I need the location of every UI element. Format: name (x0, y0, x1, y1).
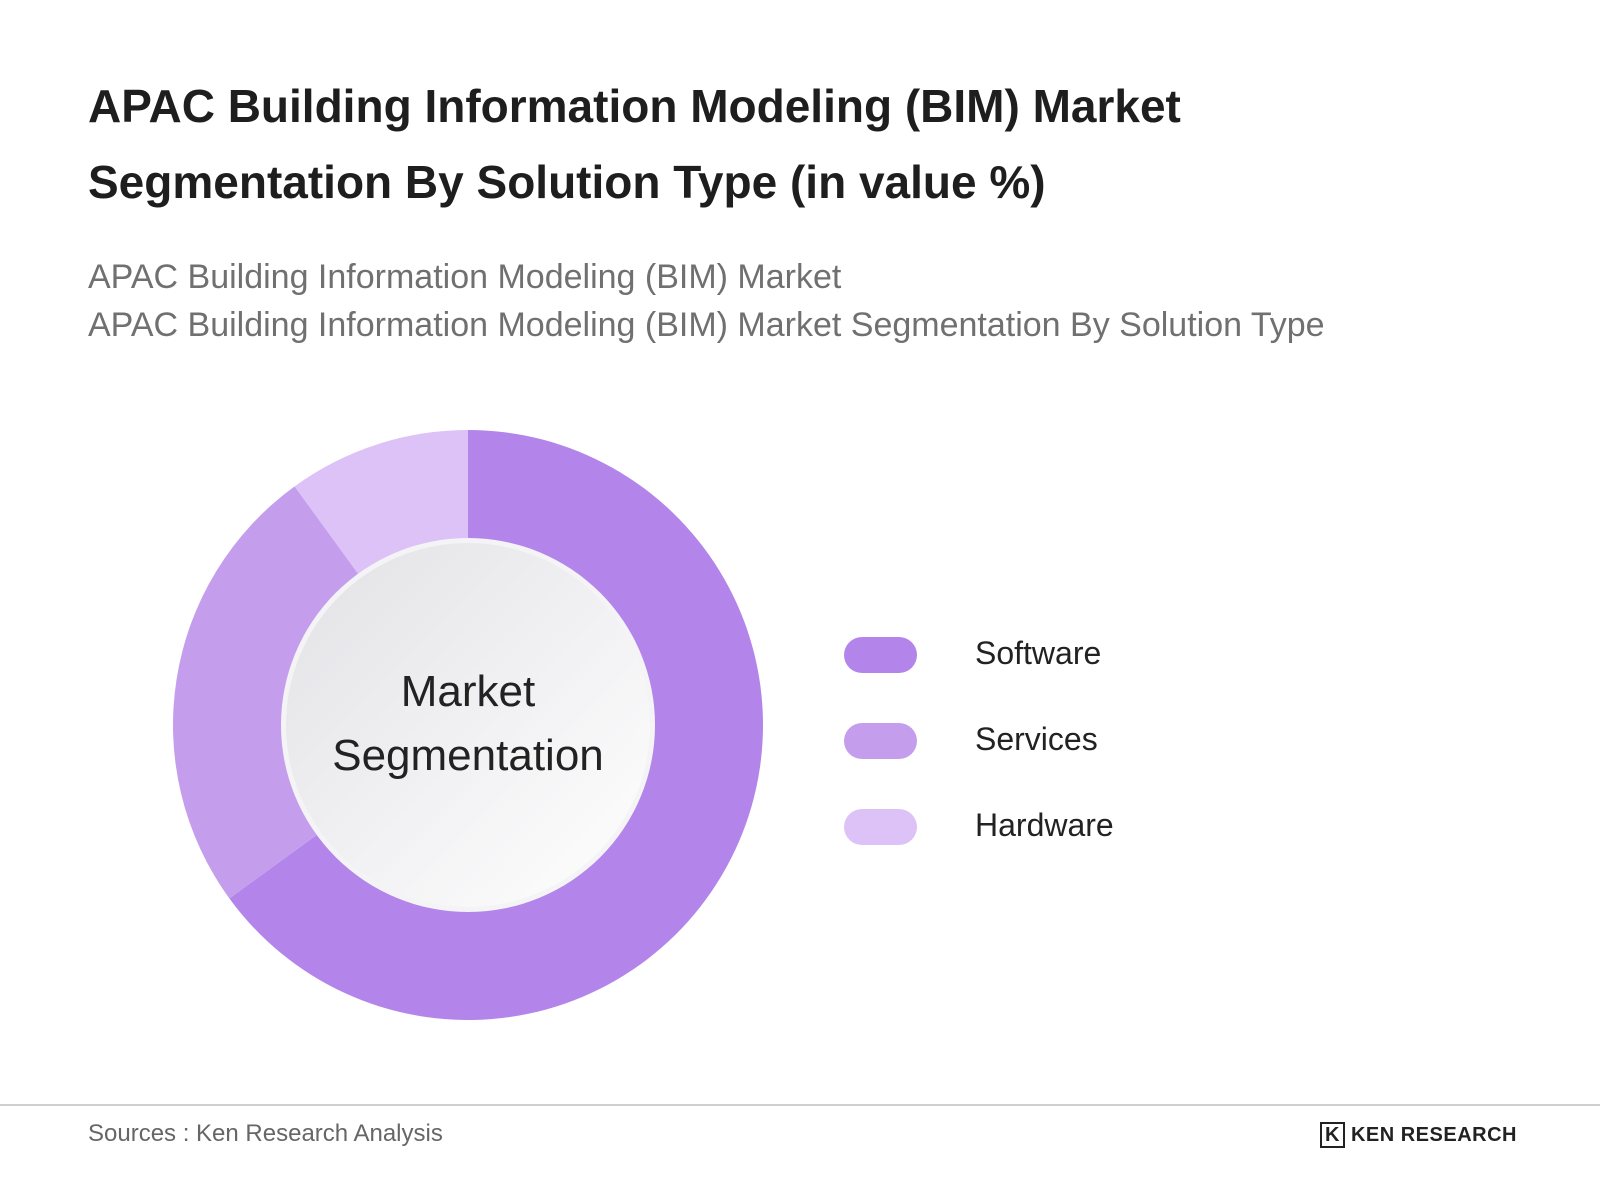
legend-swatch (844, 637, 917, 673)
legend-swatch (844, 723, 917, 759)
legend-label: Software (975, 635, 1102, 671)
footer-rule (0, 1104, 1600, 1106)
legend-swatch (844, 809, 917, 845)
center-disc (286, 543, 650, 907)
source: Sources : Ken Research Analysis (88, 1120, 443, 1147)
legend-label: Services (975, 721, 1098, 757)
center-label: Market Segmentation (332, 667, 604, 780)
chart-title: APAC Building Information Modeling (BIM)… (88, 80, 1181, 208)
legend-label: Hardware (975, 807, 1114, 843)
brand-logo: K KEN RESEARCH (1320, 1122, 1517, 1148)
subtitle: APAC Building Information Modeling (BIM)… (88, 258, 842, 296)
brand-name: KEN RESEARCH (1350, 1124, 1517, 1146)
legend (844, 637, 917, 845)
subtitle: APAC Building Information Modeling (BIM)… (88, 306, 1325, 344)
